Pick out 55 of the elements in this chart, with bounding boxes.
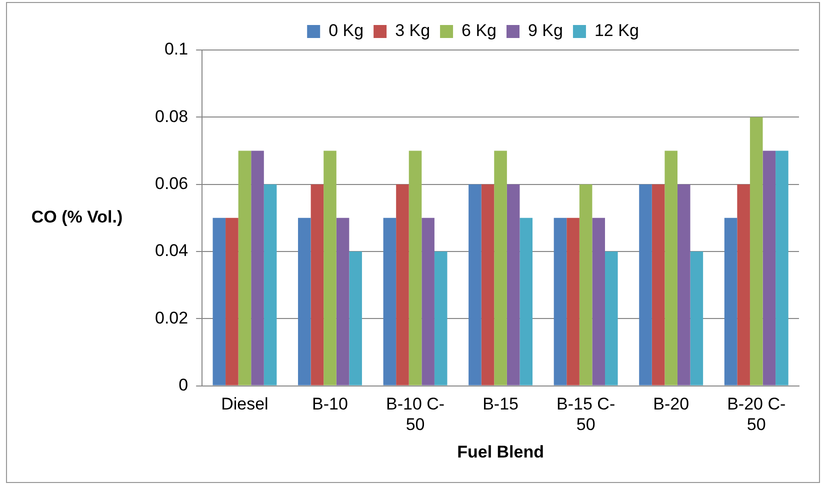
- bar: [324, 150, 336, 386]
- y-tick-label: 0.06: [154, 174, 188, 194]
- bar: [264, 184, 277, 386]
- bar: [664, 150, 678, 386]
- y-axis-title: CO (% Vol.): [31, 208, 123, 227]
- bar: [690, 251, 704, 386]
- y-tick-label: 0.08: [154, 106, 188, 126]
- x-tick-label: Diesel: [221, 394, 268, 414]
- bar: [396, 184, 409, 386]
- bar: [639, 184, 652, 386]
- bar: [336, 218, 350, 386]
- bar: [468, 184, 482, 386]
- x-tick-label: B-10: [312, 394, 348, 414]
- bar: [481, 184, 494, 386]
- bar: [494, 150, 507, 386]
- legend-label: 12 Kg: [594, 21, 639, 40]
- legend-label: 0 Kg: [328, 21, 364, 40]
- bar: [554, 218, 567, 386]
- bar: [566, 218, 580, 386]
- y-tick-label: 0: [178, 375, 188, 394]
- x-tick-label: B-15: [482, 394, 519, 414]
- bar: [506, 184, 520, 386]
- bar: [383, 218, 396, 386]
- bar: [776, 150, 788, 386]
- bar: [750, 117, 763, 386]
- bar: [422, 218, 434, 386]
- legend-label: 3 Kg: [395, 21, 430, 40]
- bar: [310, 184, 324, 386]
- bar: [724, 218, 738, 386]
- bar: [605, 251, 618, 386]
- x-tick-label: B-20 C-50: [727, 394, 786, 434]
- bar: [652, 184, 665, 386]
- y-tick-label: 0.02: [154, 308, 188, 328]
- legend-label: 9 Kg: [528, 21, 563, 40]
- legend-label: 6 Kg: [462, 21, 497, 40]
- bar: [579, 184, 592, 386]
- bar: [408, 150, 422, 386]
- bar: [251, 150, 264, 386]
- bar: [212, 218, 226, 386]
- bar: [238, 150, 252, 386]
- bar: [226, 218, 238, 386]
- bar: [677, 184, 690, 386]
- y-tick-label: 0.1: [164, 40, 188, 59]
- x-tick-label: B-15 C-50: [556, 394, 616, 434]
- bar: [520, 218, 533, 386]
- bar: [762, 150, 776, 386]
- bar: [737, 184, 750, 386]
- y-tick-label: 0.04: [154, 241, 188, 260]
- x-tick-label: B-20: [653, 394, 690, 414]
- x-axis-title: Fuel Blend: [457, 442, 544, 462]
- bar: [434, 251, 448, 386]
- x-tick-label: B-10 C-50: [386, 394, 445, 434]
- bar: [592, 218, 606, 386]
- bar: [298, 218, 311, 386]
- bar: [349, 251, 362, 386]
